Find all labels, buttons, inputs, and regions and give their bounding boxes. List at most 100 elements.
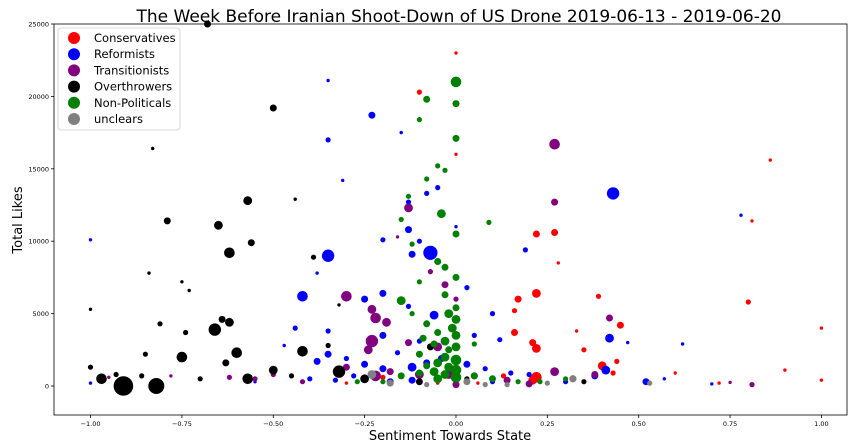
data-point — [424, 176, 430, 182]
data-point — [310, 254, 317, 260]
data-point — [445, 346, 453, 354]
data-point — [321, 249, 335, 262]
x-tick-label: 0.50 — [631, 420, 645, 428]
data-point — [442, 167, 448, 173]
data-point — [544, 380, 550, 386]
data-point — [416, 279, 422, 285]
data-point — [341, 291, 352, 302]
data-point — [427, 269, 433, 275]
data-point — [482, 382, 488, 388]
data-point — [717, 381, 721, 385]
data-point — [581, 379, 587, 385]
x-tick-label: −0.75 — [172, 420, 192, 428]
data-point — [113, 371, 119, 378]
legend-label: Transitionists — [93, 63, 169, 77]
data-point — [441, 263, 449, 271]
data-point — [504, 382, 510, 388]
data-point — [379, 289, 387, 297]
data-point — [429, 310, 439, 320]
legend-label: Non-Politicals — [94, 96, 171, 110]
data-point — [409, 241, 415, 247]
data-point — [351, 373, 357, 379]
data-point — [508, 370, 514, 376]
data-point — [514, 295, 522, 303]
data-point — [739, 213, 743, 217]
data-point — [282, 343, 286, 348]
data-point — [532, 230, 540, 238]
y-tick-label: 25000 — [28, 21, 49, 29]
data-point — [416, 89, 422, 95]
data-point — [361, 360, 369, 368]
data-point — [441, 281, 449, 289]
series-overthrowers — [87, 20, 587, 396]
data-point — [471, 341, 477, 347]
data-point — [423, 362, 431, 370]
data-point — [662, 377, 666, 381]
data-point — [415, 378, 423, 386]
data-point — [423, 320, 431, 328]
data-point — [463, 360, 471, 368]
data-point — [450, 354, 462, 366]
data-point — [437, 209, 446, 219]
data-point — [197, 376, 203, 382]
data-point — [416, 117, 422, 123]
data-point — [343, 355, 349, 362]
data-point — [673, 371, 677, 375]
data-point — [380, 379, 386, 385]
data-point — [525, 380, 533, 388]
data-point — [434, 258, 442, 265]
data-point — [405, 339, 412, 347]
x-tick-label: −1.00 — [81, 420, 101, 428]
data-point — [423, 95, 431, 103]
x-tick-label: 0.00 — [449, 420, 463, 428]
data-point — [423, 245, 438, 260]
data-point — [342, 363, 350, 371]
legend-label: Overthrowers — [94, 80, 172, 94]
data-point — [379, 331, 387, 339]
data-point — [395, 235, 400, 239]
data-point — [380, 237, 386, 243]
y-axis-label: Total Likes — [11, 186, 26, 254]
data-point — [444, 309, 454, 318]
data-point — [606, 314, 613, 322]
legend-label: Conservatives — [94, 31, 176, 45]
data-point — [819, 378, 824, 382]
data-point — [405, 199, 412, 205]
data-point — [435, 163, 441, 169]
data-point — [297, 291, 308, 302]
data-point — [269, 104, 277, 112]
data-point — [315, 271, 319, 275]
data-point — [419, 334, 427, 342]
data-point — [268, 365, 278, 375]
data-point — [452, 100, 460, 108]
data-point — [367, 370, 377, 379]
data-point — [96, 373, 107, 385]
data-point — [450, 372, 462, 383]
series-reformists — [88, 78, 743, 386]
data-point — [556, 261, 560, 265]
data-point — [464, 285, 470, 291]
data-point — [288, 373, 295, 379]
legend-marker — [68, 64, 80, 77]
data-point — [242, 373, 253, 385]
data-point — [169, 374, 173, 378]
data-point — [396, 296, 406, 305]
data-point — [231, 347, 242, 359]
data-point — [482, 366, 488, 372]
data-point — [434, 329, 442, 336]
data-point — [325, 342, 331, 349]
legend-marker — [68, 113, 80, 125]
series-transitionists — [107, 138, 755, 389]
data-point — [415, 350, 423, 358]
data-point — [595, 293, 602, 299]
data-point — [218, 315, 226, 323]
chart-title: The Week Before Iranian Shoot-Down of US… — [136, 7, 782, 27]
data-point — [454, 152, 458, 156]
data-point — [451, 342, 461, 352]
data-point — [247, 239, 255, 247]
data-point — [404, 203, 413, 213]
data-point — [344, 381, 349, 385]
data-point — [408, 250, 416, 258]
data-point — [451, 331, 461, 340]
data-point — [574, 329, 579, 333]
